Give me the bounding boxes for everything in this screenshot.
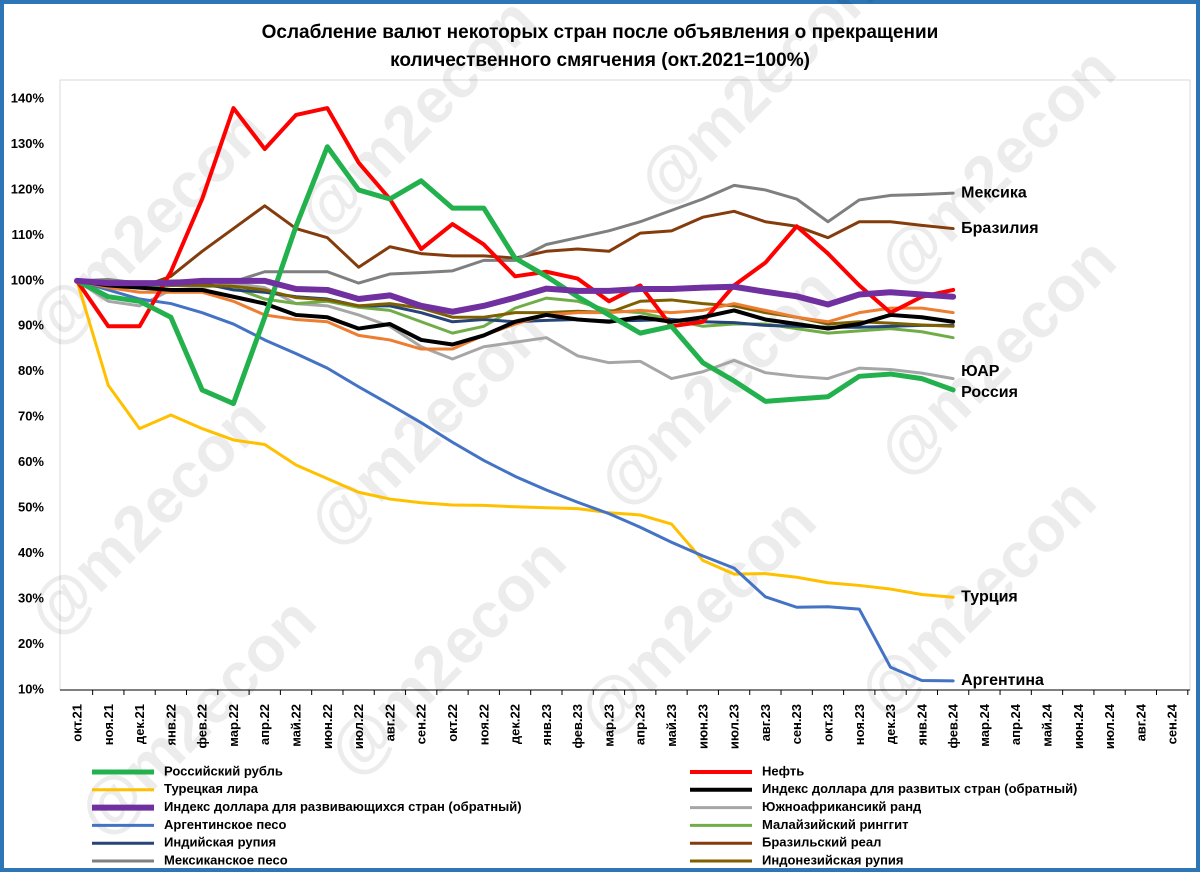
y-tick-label: 50% [18, 500, 44, 515]
y-tick-label: 120% [11, 181, 45, 196]
x-tick-label: янв.24 [914, 703, 929, 745]
series-line [75, 279, 955, 351]
x-tick-label: авг.23 [758, 704, 773, 741]
x-tick-label: фев.22 [195, 704, 210, 749]
x-tick-label: сен.22 [414, 704, 429, 744]
x-tick-label: июл.23 [727, 704, 742, 749]
x-tick-label: май.24 [1039, 703, 1054, 747]
y-tick-label: 130% [11, 136, 45, 151]
y-tick-label: 140% [11, 90, 45, 105]
end-label: Мексика [961, 184, 1027, 201]
x-tick-label: июн.22 [320, 704, 335, 749]
x-tick-label: сен.24 [1165, 703, 1180, 744]
y-tick-label: 90% [18, 318, 44, 333]
x-tick-label: ноя.22 [476, 704, 491, 745]
x-tick-label: апр.22 [257, 704, 272, 745]
x-tick-label: май.22 [289, 704, 304, 747]
x-tick-label: фев.23 [570, 704, 585, 749]
x-tick-label: авг.22 [382, 704, 397, 741]
y-tick-label: 40% [18, 545, 44, 560]
series-line [75, 278, 956, 347]
legend-label: Малайзийский ринггит [762, 817, 908, 832]
legend-label: Турецкая лира [164, 781, 259, 796]
legend-label: Южноафрикансикй ранд [762, 799, 922, 814]
x-tick-label: мар.22 [226, 704, 241, 747]
x-tick-label: окт.22 [445, 704, 460, 742]
x-tick-label: ноя.23 [852, 704, 867, 745]
series-line [75, 279, 955, 599]
chart-title: количественного смягчения (окт.2021=100%… [390, 50, 810, 71]
legend-label: Индийская рупия [164, 835, 276, 850]
x-tick-label: июн.24 [1071, 703, 1086, 749]
legend-label: Российский рубль [164, 763, 283, 778]
legend-label: Индекс доллара для развивающихся стран (… [164, 799, 522, 814]
y-tick-label: 10% [18, 681, 44, 696]
end-label: Бразилия [961, 220, 1039, 237]
series-line [74, 277, 957, 315]
end-label: ЮАР [961, 363, 1000, 380]
y-tick-label: 30% [18, 591, 44, 606]
y-tick-label: 100% [11, 272, 45, 287]
y-tick-label: 80% [18, 363, 44, 378]
y-tick-label: 20% [18, 636, 44, 651]
x-tick-label: авг.24 [1133, 703, 1148, 741]
x-tick-label: дек.21 [132, 704, 147, 744]
series-line [74, 144, 956, 407]
x-tick-label: дек.23 [883, 704, 898, 744]
y-tick-label: 60% [18, 454, 44, 469]
x-tick-label: апр.24 [1008, 703, 1023, 745]
series-line [75, 279, 955, 683]
x-tick-label: июл.22 [351, 704, 366, 749]
legend-label: Мексиканское песо [164, 852, 288, 867]
x-tick-label: дек.22 [508, 704, 523, 744]
end-label: Аргентина [961, 672, 1044, 689]
legend-label: Нефть [762, 763, 804, 778]
series-line [75, 106, 956, 329]
end-label: Россия [961, 384, 1018, 401]
legend-label: Аргентинское песо [164, 817, 287, 832]
x-tick-label: окт.21 [70, 704, 85, 742]
x-tick-label: июл.24 [1102, 703, 1117, 749]
x-tick-label: май.23 [664, 704, 679, 747]
legend-label: Индонезийская рупия [762, 852, 904, 867]
x-tick-label: мар.24 [977, 703, 992, 746]
end-label: Турция [961, 588, 1018, 605]
x-tick-label: апр.23 [633, 704, 648, 745]
x-tick-label: мар.23 [601, 704, 616, 747]
x-tick-label: янв.23 [539, 704, 554, 746]
chart-title: Ослабление валют некоторых стран после о… [262, 22, 939, 43]
x-tick-label: июн.23 [695, 704, 710, 749]
x-tick-label: сен.23 [789, 704, 804, 744]
x-tick-label: фев.24 [946, 703, 961, 748]
legend-label: Бразильский реал [762, 835, 881, 850]
y-tick-label: 70% [18, 409, 44, 424]
x-tick-label: окт.23 [820, 704, 835, 742]
y-tick-label: 110% [11, 227, 44, 242]
x-tick-label: янв.22 [163, 704, 178, 746]
legend-label: Индекс доллара для развитых стран (обрат… [762, 781, 1077, 796]
x-tick-label: ноя.21 [101, 704, 116, 745]
